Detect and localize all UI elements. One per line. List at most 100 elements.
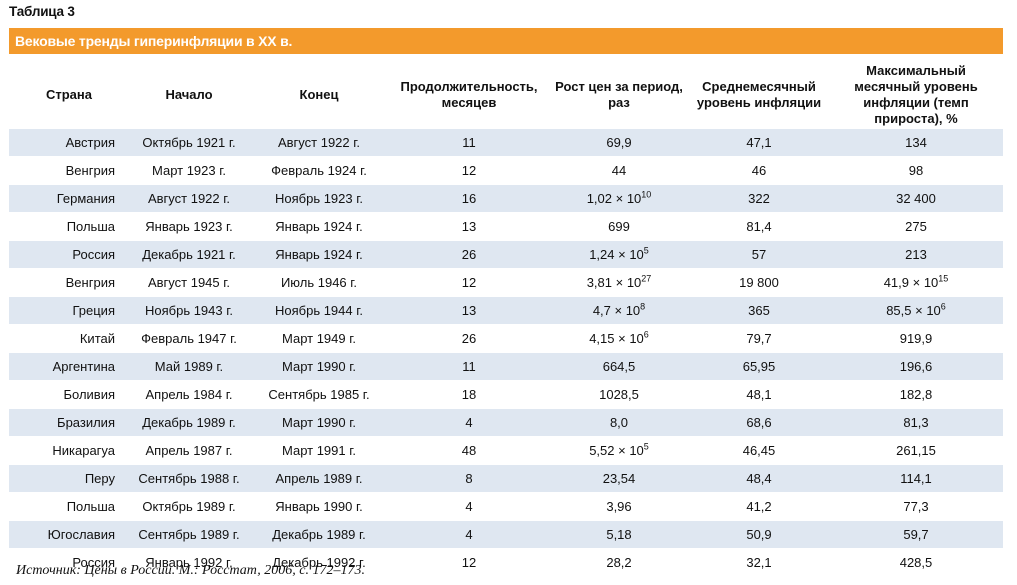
cell-start: Декабрь 1921 г. bbox=[129, 240, 249, 269]
cell-price-growth-value: 23,54 bbox=[602, 471, 636, 486]
cell-start: Январь 1992 г. bbox=[129, 548, 249, 577]
cell-country: Китай bbox=[9, 324, 129, 353]
cell-end: Март 1990 г. bbox=[249, 352, 389, 381]
cell-price-growth: 1028,5 bbox=[549, 380, 689, 409]
cell-start: Май 1989 г. bbox=[129, 352, 249, 381]
cell-end: Сентябрь 1985 г. bbox=[249, 380, 389, 409]
cell-start: Август 1922 г. bbox=[129, 184, 249, 213]
cell-avg-inflation: 68,6 bbox=[689, 408, 829, 437]
cell-avg-inflation: 48,4 bbox=[689, 464, 829, 493]
header-avg-monthly-inflation: Среднемесячный уровень инфляции bbox=[696, 78, 822, 110]
cell-country: Россия bbox=[9, 240, 129, 269]
cell-price-growth: 1,02 × 1010 bbox=[549, 184, 689, 213]
cell-avg-inflation: 79,7 bbox=[689, 324, 829, 353]
cell-avg-inflation: 47,1 bbox=[689, 129, 829, 157]
cell-country: Боливия bbox=[9, 380, 129, 409]
cell-max-inflation: 98 bbox=[829, 156, 1003, 185]
cell-max-inflation: 275 bbox=[829, 212, 1003, 241]
header-max-monthly-inflation: Максимальный месячный уровень инфляции (… bbox=[854, 62, 978, 126]
cell-price-growth: 5,52 × 105 bbox=[549, 436, 689, 465]
cell-end: Ноябрь 1944 г. bbox=[249, 296, 389, 325]
table-row: Китай Февраль 1947 г. Март 1949 г. 26 4,15 ×… bbox=[9, 324, 1003, 353]
cell-end: Август 1922 г. bbox=[249, 129, 389, 157]
cell-start: Апрель 1987 г. bbox=[129, 436, 249, 465]
cell-avg-inflation: 322 bbox=[689, 184, 829, 213]
cell-max-inflation-value: 261,15 bbox=[896, 443, 936, 458]
cell-duration: 12 bbox=[389, 268, 549, 297]
cell-max-inflation: 114,1 bbox=[829, 464, 1003, 493]
table-row: Россия Декабрь 1921 г. Январь 1924 г. 26 1,2… bbox=[9, 240, 1003, 269]
cell-start: Февраль 1947 г. bbox=[129, 324, 249, 353]
cell-end: Март 1949 г. bbox=[249, 324, 389, 353]
cell-price-growth: 1,24 × 105 bbox=[549, 240, 689, 269]
cell-max-inflation: 182,8 bbox=[829, 380, 1003, 409]
source-note: Источник: Цены в России. М.: Росстат, 20… bbox=[16, 563, 365, 578]
cell-max-inflation: 41,9 × 1015 bbox=[829, 268, 1003, 297]
cell-end: Февраль 1924 г. bbox=[249, 156, 389, 185]
table-label: Таблица 3 bbox=[9, 4, 75, 19]
cell-max-inflation: 213 bbox=[829, 240, 1003, 269]
cell-price-growth: 23,54 bbox=[549, 464, 689, 493]
cell-max-inflation-value: 77,3 bbox=[903, 499, 929, 514]
cell-max-inflation: 59,7 bbox=[829, 520, 1003, 549]
cell-end: Март 1990 г. bbox=[249, 408, 389, 437]
cell-price-growth: 69,9 bbox=[549, 129, 689, 157]
cell-start: Сентябрь 1988 г. bbox=[129, 464, 249, 493]
cell-max-inflation: 261,15 bbox=[829, 436, 1003, 465]
cell-max-inflation: 77,3 bbox=[829, 492, 1003, 521]
cell-price-growth-exponent: 5 bbox=[643, 441, 649, 452]
cell-duration: 4 bbox=[389, 492, 549, 521]
cell-start: Октябрь 1921 г. bbox=[129, 129, 249, 157]
cell-max-inflation-value: 81,3 bbox=[903, 415, 929, 430]
cell-max-inflation: 428,5 bbox=[829, 548, 1003, 577]
cell-price-growth: 4,15 × 106 bbox=[549, 324, 689, 353]
cell-end: Ноябрь 1923 г. bbox=[249, 184, 389, 213]
cell-price-growth-value: 1028,5 bbox=[599, 387, 639, 402]
cell-country: Аргентина bbox=[9, 352, 129, 381]
cell-duration: 26 bbox=[389, 324, 549, 353]
table-row: Аргентина Май 1989 г. Март 1990 г. 11 664,5 6… bbox=[9, 352, 1003, 381]
cell-max-inflation-value: 32 400 bbox=[896, 191, 936, 206]
cell-start: Декабрь 1989 г. bbox=[129, 408, 249, 437]
cell-price-growth-value: 5,52 × 10 bbox=[589, 443, 644, 458]
table-row: Германия Август 1922 г. Ноябрь 1923 г. 16 1,… bbox=[9, 184, 1003, 213]
cell-max-inflation: 32 400 bbox=[829, 184, 1003, 213]
cell-max-inflation: 919,9 bbox=[829, 324, 1003, 353]
cell-price-growth-exponent: 27 bbox=[641, 273, 652, 284]
cell-avg-inflation: 81,4 bbox=[689, 212, 829, 241]
table-row: Польша Октябрь 1989 г. Январь 1990 г. 4 3,96… bbox=[9, 492, 1003, 521]
cell-country: Югославия bbox=[9, 520, 129, 549]
cell-price-growth: 699 bbox=[549, 212, 689, 241]
cell-avg-inflation: 48,1 bbox=[689, 380, 829, 409]
cell-duration: 4 bbox=[389, 408, 549, 437]
cell-price-growth-value: 3,81 × 10 bbox=[586, 275, 642, 290]
cell-max-inflation-value: 428,5 bbox=[899, 555, 933, 570]
cell-max-inflation-value: 59,7 bbox=[903, 527, 929, 542]
table-body: Австрия Октябрь 1921 г. Август 1922 г. 11 69… bbox=[9, 129, 1003, 577]
cell-max-inflation-value: 213 bbox=[905, 247, 927, 262]
header-end: Конец bbox=[299, 86, 339, 102]
cell-avg-inflation: 32,1 bbox=[689, 548, 829, 577]
cell-duration: 16 bbox=[389, 184, 549, 213]
cell-duration: 12 bbox=[389, 156, 549, 185]
cell-avg-inflation: 50,9 bbox=[689, 520, 829, 549]
table-row: Бразилия Декабрь 1989 г. Март 1990 г. 4 8,0 6… bbox=[9, 408, 1003, 437]
cell-price-growth-exponent: 8 bbox=[640, 301, 646, 312]
cell-max-inflation-value: 85,5 × 10 bbox=[886, 303, 941, 318]
cell-avg-inflation: 41,2 bbox=[689, 492, 829, 521]
cell-country: Россия bbox=[9, 548, 129, 577]
cell-start: Август 1945 г. bbox=[129, 268, 249, 297]
cell-max-inflation-value: 275 bbox=[905, 219, 927, 234]
cell-price-growth: 5,18 bbox=[549, 520, 689, 549]
cell-price-growth: 4,7 × 108 bbox=[549, 296, 689, 325]
cell-end: Январь 1990 г. bbox=[249, 492, 389, 521]
cell-price-growth-value: 3,96 bbox=[606, 499, 632, 514]
cell-country: Польша bbox=[9, 212, 129, 241]
table-row: Греция Ноябрь 1943 г. Ноябрь 1944 г. 13 4,7 … bbox=[9, 296, 1003, 325]
table-row: Боливия Апрель 1984 г. Сентябрь 1985 г. 18 1… bbox=[9, 380, 1003, 409]
cell-duration: 13 bbox=[389, 296, 549, 325]
cell-price-growth-value: 44 bbox=[611, 163, 627, 178]
cell-start: Март 1923 г. bbox=[129, 156, 249, 185]
cell-max-inflation-value: 134 bbox=[905, 135, 927, 150]
cell-duration: 18 bbox=[389, 380, 549, 409]
